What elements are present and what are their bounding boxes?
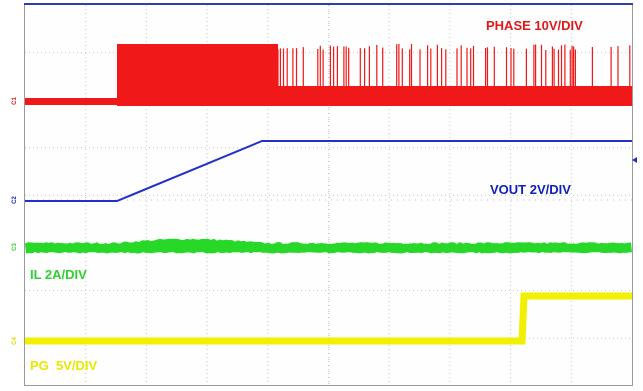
il-trace	[25, 238, 632, 254]
vout-trace	[25, 140, 632, 202]
phase-baseline	[25, 98, 117, 105]
grid	[25, 5, 632, 385]
il-label: IL 2A/DIV	[30, 267, 87, 282]
il-channel: C3	[12, 243, 18, 251]
phase-label: PHASE 10V/DIV	[486, 18, 583, 33]
phase-burst	[117, 44, 278, 106]
il-band	[25, 238, 632, 254]
vout-label: VOUT 2V/DIV	[490, 182, 571, 197]
traces	[25, 44, 632, 345]
phase-channel: C1	[12, 97, 18, 105]
vout-channel: C2	[12, 196, 18, 204]
trigger-marker	[632, 157, 637, 163]
phase-trace	[25, 44, 632, 106]
phase-spikes	[277, 44, 631, 86]
pg-trace	[25, 292, 632, 345]
phase-band	[278, 86, 632, 106]
pg-label: PG 5V/DIV	[30, 358, 98, 373]
pg-channel: C4	[12, 337, 18, 345]
